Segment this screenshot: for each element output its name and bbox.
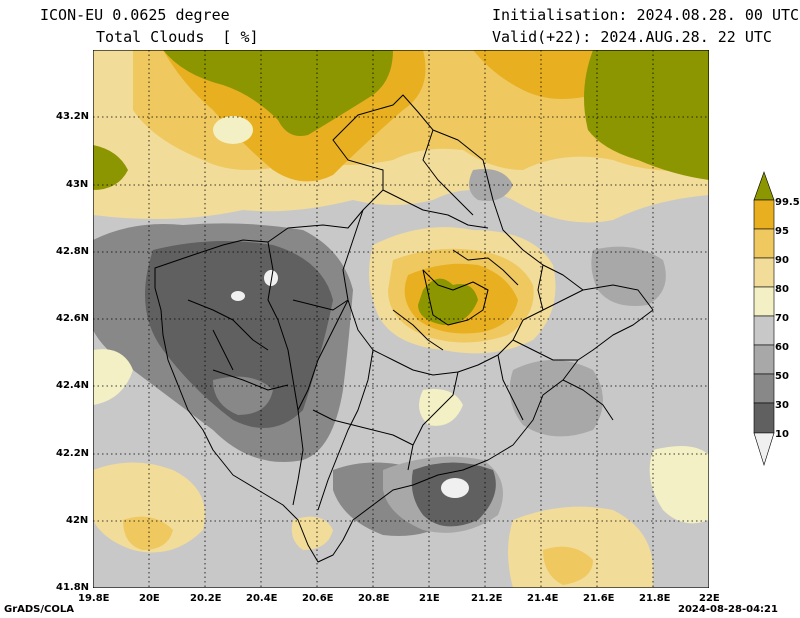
lon-label: 21.8E [639, 593, 671, 604]
legend-label: 50 [775, 371, 789, 382]
init-time: Initialisation: 2024.08.28. 00 UTC [492, 6, 800, 24]
lon-label: 22E [699, 593, 720, 604]
lon-label: 20.6E [302, 593, 334, 604]
variable-title: Total Clouds [ %] [96, 28, 259, 46]
lat-label: 42.6N [56, 313, 90, 324]
lon-label: 21.2E [471, 593, 503, 604]
legend-label: 60 [775, 342, 789, 353]
lon-label: 21.6E [583, 593, 615, 604]
lat-label: 41.8N [56, 582, 90, 593]
lon-label: 21E [419, 593, 440, 604]
colorbar-legend [752, 170, 800, 470]
lat-label: 43.2N [56, 111, 90, 122]
lon-label: 20E [139, 593, 160, 604]
legend-label: 30 [775, 400, 789, 411]
legend-label: 10 [775, 429, 789, 440]
model-title: ICON-EU 0.0625 degree [40, 6, 230, 24]
lat-label: 42.2N [56, 448, 90, 459]
legend-label: 90 [775, 255, 789, 266]
legend-label: 95 [775, 226, 789, 237]
lat-label: 43N [66, 179, 89, 190]
legend-label: 70 [775, 313, 789, 324]
cloud-map [93, 50, 709, 588]
timestamp-text: 2024-08-28-04:21 [678, 604, 778, 615]
lat-label: 42.8N [56, 246, 90, 257]
lon-label: 19.8E [78, 593, 110, 604]
legend-label: 80 [775, 284, 789, 295]
legend-label: 99.5 [775, 197, 800, 208]
lon-label: 20.2E [190, 593, 222, 604]
lat-label: 42N [66, 515, 89, 526]
credit-text: GrADS/COLA [4, 604, 74, 615]
lat-label: 42.4N [56, 380, 90, 391]
lon-label: 20.4E [246, 593, 278, 604]
lon-label: 21.4E [527, 593, 559, 604]
lon-label: 20.8E [358, 593, 390, 604]
valid-time: Valid(+22): 2024.AUG.28. 22 UTC [492, 28, 772, 46]
